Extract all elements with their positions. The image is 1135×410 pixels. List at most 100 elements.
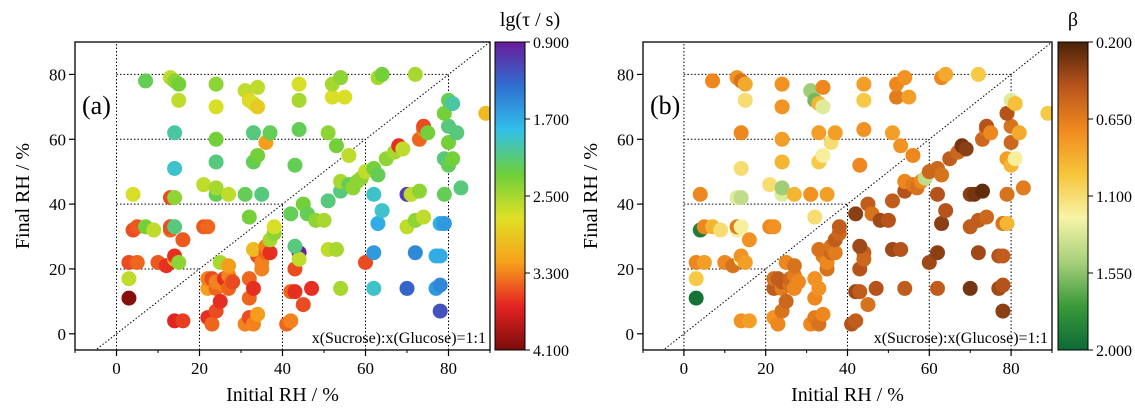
data-point	[250, 99, 266, 115]
data-point	[827, 245, 843, 261]
colorbar-tick-label: 0.650	[1096, 112, 1132, 129]
data-point	[241, 209, 257, 225]
data-point	[328, 138, 344, 154]
data-point	[374, 66, 390, 82]
data-point	[200, 219, 216, 235]
colorbar-tick-label: 1.700	[533, 112, 569, 129]
data-point	[786, 258, 802, 274]
colorbar-tick-label: 0.200	[1096, 35, 1132, 52]
data-point	[737, 76, 753, 92]
data-point	[295, 297, 311, 313]
x-tick-label: 20	[757, 359, 774, 378]
data-point	[320, 193, 336, 209]
data-point	[884, 193, 900, 209]
data-point	[221, 258, 237, 274]
data-point	[692, 186, 708, 202]
data-point	[287, 157, 303, 173]
data-point	[929, 245, 945, 261]
data-point	[208, 154, 224, 170]
data-point	[436, 186, 452, 202]
colorbar	[494, 41, 526, 351]
data-point	[733, 160, 749, 176]
data-point	[938, 203, 954, 219]
y-tick-label: 0	[58, 325, 67, 344]
data-point	[121, 290, 137, 306]
data-point	[341, 147, 357, 163]
y-tick-label: 60	[49, 130, 66, 149]
data-point	[999, 186, 1015, 202]
y-tick-label: 0	[626, 325, 635, 344]
data-point	[287, 284, 303, 300]
data-point	[175, 313, 191, 329]
data-point	[974, 183, 990, 199]
colorbar	[1057, 41, 1089, 351]
data-point	[304, 280, 320, 296]
data-point	[333, 280, 349, 296]
data-point	[328, 241, 344, 257]
data-point	[1040, 105, 1052, 121]
data-point	[1015, 180, 1031, 196]
data-point	[245, 280, 261, 296]
data-point	[811, 241, 827, 257]
data-point	[167, 190, 183, 206]
data-point	[860, 297, 876, 313]
diagonal-line	[94, 42, 490, 350]
x-tick-label: 80	[440, 359, 457, 378]
data-point	[790, 274, 806, 290]
data-point	[733, 125, 749, 141]
data-point	[333, 70, 349, 86]
data-point	[741, 232, 757, 248]
data-point	[733, 219, 749, 235]
data-point	[856, 122, 872, 138]
data-point	[399, 280, 415, 296]
data-point	[366, 186, 382, 202]
panel-label: (b)	[650, 91, 680, 120]
data-point	[237, 186, 253, 202]
data-point	[283, 206, 299, 222]
data-point	[478, 105, 490, 121]
colorbar-tick-label: 0.900	[533, 35, 569, 52]
data-point	[146, 222, 162, 238]
data-point	[449, 125, 465, 141]
data-point	[905, 147, 921, 163]
data-point	[121, 271, 137, 287]
data-point	[291, 251, 307, 267]
data-point	[929, 280, 945, 296]
data-point	[815, 79, 831, 95]
data-point	[316, 212, 332, 228]
panel-b: 0 20 40 60 80 0 20 40 60 80 Initial RH / % Final RH…	[580, 9, 1132, 406]
data-point	[441, 135, 456, 151]
data-point	[766, 219, 782, 235]
data-point	[291, 92, 307, 108]
data-point	[688, 271, 704, 287]
y-tick-label: 40	[617, 195, 634, 214]
data-point	[929, 186, 945, 202]
data-point	[432, 277, 448, 293]
x-tick-label: 20	[191, 359, 208, 378]
data-point	[453, 180, 469, 196]
data-point	[762, 177, 778, 193]
data-point	[733, 190, 749, 206]
y-tick-label: 20	[617, 260, 634, 279]
colorbar-tick-label: 1.550	[1096, 266, 1132, 283]
data-point	[129, 254, 145, 270]
data-point	[770, 316, 786, 332]
data-point	[999, 216, 1015, 232]
data-point	[1011, 125, 1027, 141]
data-point	[366, 280, 382, 296]
data-point	[774, 154, 790, 170]
colorbar-tick-label: 4.100	[533, 343, 569, 360]
data-point	[287, 238, 303, 254]
data-point	[337, 89, 353, 105]
data-point	[291, 76, 307, 92]
data-point	[250, 306, 266, 322]
data-point	[436, 105, 452, 121]
diagonal-line	[662, 42, 1052, 350]
y-tick-label: 40	[49, 195, 66, 214]
data-point	[1007, 96, 1023, 112]
data-point	[880, 212, 896, 228]
data-point	[196, 177, 212, 193]
data-point	[774, 99, 790, 115]
data-point	[962, 280, 978, 296]
data-point	[705, 73, 721, 89]
